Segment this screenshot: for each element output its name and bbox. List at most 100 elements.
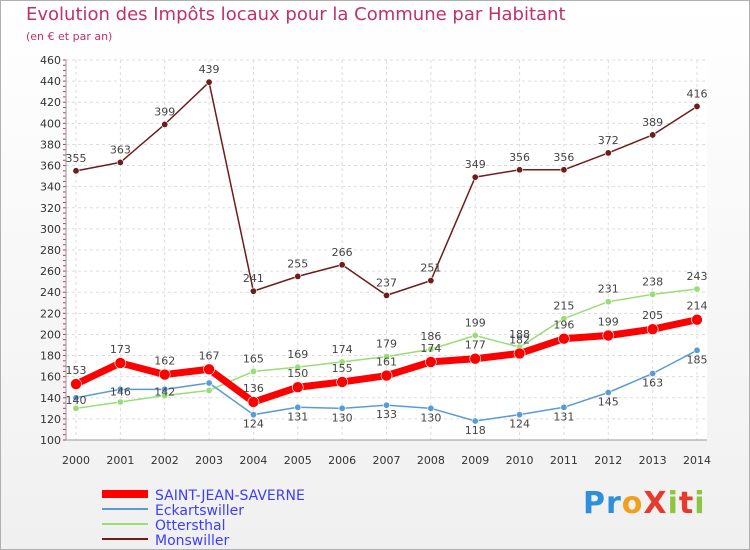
data-point-eckartswiller	[427, 404, 435, 412]
y-tick-label: 100	[40, 434, 61, 447]
data-label-saint-jean-saverne: 155	[332, 362, 353, 375]
data-point-saint-jean-saverne	[336, 376, 348, 388]
y-tick-label: 380	[40, 138, 61, 151]
data-point-saint-jean-saverne	[513, 347, 526, 360]
data-label-saint-jean-saverne: 182	[509, 333, 530, 346]
data-point-saint-jean-saverne	[114, 357, 127, 369]
data-point-ottersthal	[604, 298, 612, 306]
data-point-monswiller	[294, 272, 302, 280]
data-point-eckartswiller	[72, 394, 80, 402]
data-point-ottersthal	[382, 353, 390, 361]
data-label-monswiller: 389	[642, 116, 663, 129]
data-label-saint-jean-saverne: 196	[553, 319, 574, 332]
data-label-monswiller: 349	[465, 158, 486, 171]
data-point-monswiller	[516, 166, 524, 174]
x-tick-label: 2004	[239, 454, 267, 467]
y-tick-label: 300	[40, 223, 61, 236]
data-point-eckartswiller	[693, 346, 701, 354]
data-point-eckartswiller	[116, 385, 124, 393]
brand-letter: X	[643, 486, 668, 521]
data-point-monswiller	[427, 277, 435, 285]
y-tick-label: 320	[40, 202, 61, 215]
data-label-monswiller: 237	[376, 276, 397, 289]
data-label-eckartswiller: 124	[509, 418, 530, 431]
data-label-saint-jean-saverne: 167	[199, 349, 220, 362]
data-point-ottersthal	[72, 404, 80, 412]
data-label-saint-jean-saverne: 173	[110, 343, 131, 356]
x-tick-label: 2005	[284, 454, 312, 467]
data-label-eckartswiller: 131	[553, 410, 574, 423]
data-label-eckartswiller: 142	[154, 385, 175, 398]
data-label-eckartswiller: 118	[465, 424, 486, 437]
data-point-monswiller	[560, 166, 568, 174]
data-label-saint-jean-saverne: 174	[420, 342, 441, 355]
brand-letter: r	[606, 486, 622, 521]
proxiti-logo: ProXiti	[583, 486, 706, 521]
data-label-saint-jean-saverne: 214	[687, 300, 708, 313]
data-label-monswiller: 399	[154, 105, 175, 118]
data-point-monswiller	[649, 131, 657, 139]
data-point-eckartswiller	[205, 379, 213, 387]
data-point-eckartswiller	[604, 388, 612, 396]
data-point-saint-jean-saverne	[425, 356, 437, 368]
data-label-ottersthal: 169	[287, 348, 308, 361]
data-point-saint-jean-saverne	[558, 332, 570, 345]
data-label-eckartswiller: 131	[287, 410, 308, 423]
x-tick-label: 2001	[106, 454, 134, 467]
data-label-ottersthal: 188	[509, 328, 530, 341]
data-point-saint-jean-saverne	[380, 369, 393, 382]
data-point-eckartswiller	[382, 401, 390, 409]
data-point-eckartswiller	[249, 411, 257, 419]
brand-letter: o	[621, 486, 644, 521]
data-label-eckartswiller: 140	[66, 394, 87, 407]
x-tick-label: 2010	[506, 454, 534, 467]
legend-label-saint-jean-saverne: SAINT-JEAN-SAVERNE	[155, 488, 305, 504]
data-label-saint-jean-saverne: 177	[465, 339, 486, 352]
data-label-saint-jean-saverne: 153	[66, 364, 87, 377]
data-point-eckartswiller	[294, 403, 302, 411]
data-label-monswiller: 356	[553, 151, 574, 164]
data-point-eckartswiller	[649, 369, 657, 377]
data-label-saint-jean-saverne: 161	[376, 356, 397, 369]
y-tick-label: 160	[40, 371, 61, 384]
data-point-monswiller	[205, 78, 213, 86]
y-tick-label: 220	[40, 307, 61, 320]
data-point-ottersthal	[338, 358, 346, 366]
data-point-saint-jean-saverne	[691, 313, 703, 326]
data-point-monswiller	[249, 287, 257, 295]
data-label-ottersthal: 165	[243, 352, 264, 365]
chart-title: Evolution des Impôts locaux pour la Comm…	[26, 4, 566, 25]
brand-letter: t	[678, 486, 695, 521]
data-point-eckartswiller	[516, 411, 524, 419]
data-label-eckartswiller: 146	[110, 385, 131, 398]
data-point-monswiller	[693, 102, 701, 110]
data-label-ottersthal: 186	[420, 330, 441, 343]
legend-label-ottersthal: Ottersthal	[155, 518, 226, 534]
data-label-monswiller: 241	[243, 272, 264, 285]
x-tick-label: 2003	[195, 454, 223, 467]
y-tick-label: 420	[40, 96, 61, 109]
y-tick-label: 360	[40, 160, 61, 173]
data-label-monswiller: 266	[332, 246, 353, 259]
brand-letter: i	[667, 486, 679, 521]
data-point-ottersthal	[427, 345, 435, 353]
data-label-monswiller: 251	[420, 262, 441, 275]
data-label-eckartswiller: 124	[243, 418, 264, 431]
y-tick-label: 280	[40, 244, 61, 257]
data-label-monswiller: 416	[687, 87, 708, 100]
data-point-saint-jean-saverne	[70, 378, 82, 390]
data-point-ottersthal	[471, 331, 479, 339]
data-label-monswiller: 255	[287, 257, 308, 270]
data-label-ottersthal: 238	[642, 275, 663, 288]
y-tick-label: 260	[40, 265, 61, 278]
data-point-ottersthal	[116, 398, 124, 406]
x-tick-label: 2009	[461, 454, 489, 467]
x-tick-label: 2002	[151, 454, 179, 467]
data-label-eckartswiller: 130	[420, 411, 441, 424]
data-point-monswiller	[116, 158, 124, 166]
data-label-saint-jean-saverne: 205	[642, 309, 663, 322]
x-tick-label: 2011	[550, 454, 578, 467]
x-tick-label: 2006	[328, 454, 356, 467]
data-label-eckartswiller: 130	[332, 411, 353, 424]
